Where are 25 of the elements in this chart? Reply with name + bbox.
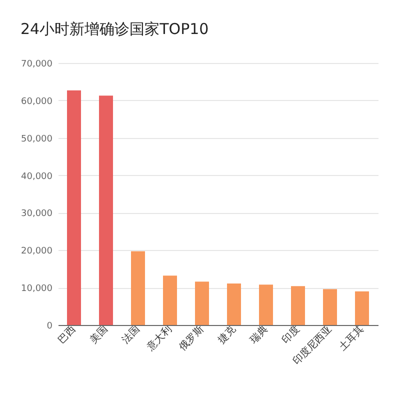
chart-title: 24小时新增确诊国家TOP10 <box>20 20 209 38</box>
y-tick-label: 30,000 <box>21 209 53 220</box>
bar <box>99 96 113 325</box>
y-tick-label: 10,000 <box>21 284 53 294</box>
y-tick-label: 60,000 <box>21 96 53 107</box>
bar <box>131 251 145 325</box>
bar <box>259 284 273 325</box>
x-tick-label: 土耳其 <box>336 323 366 353</box>
bar <box>323 289 337 325</box>
x-tick-label: 捷克 <box>216 323 238 346</box>
y-tick-label: 0 <box>46 322 53 332</box>
x-tick-label: 巴西 <box>56 324 78 346</box>
y-tick-label: 50,000 <box>21 134 53 144</box>
bar <box>67 90 81 325</box>
bar <box>291 286 305 325</box>
x-tick-label: 印度 <box>280 323 302 346</box>
y-tick-label: 40,000 <box>21 172 53 182</box>
x-tick-label: 瑞典 <box>248 323 270 346</box>
y-tick-label: 20,000 <box>21 246 53 257</box>
x-tick-label: 俄罗斯 <box>176 323 206 353</box>
bar <box>355 291 369 325</box>
y-tick-label: 70,000 <box>21 60 53 70</box>
bar <box>227 283 241 325</box>
bar <box>163 276 177 325</box>
bar <box>195 282 209 325</box>
